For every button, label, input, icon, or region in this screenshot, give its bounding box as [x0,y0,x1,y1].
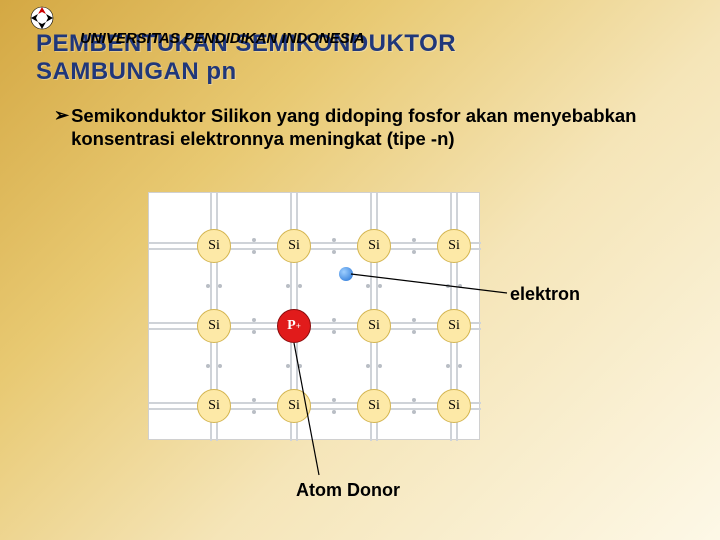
leader-lines [149,193,481,441]
lattice-diagram: SiSiSiSiSiP+SiSiSiSiSiSi [148,192,480,440]
university-logo [30,6,54,30]
bullet-text: Semikonduktor Silikon yang didoping fosf… [71,104,680,150]
title-line-2: SAMBUNGAN pn [36,58,237,85]
bullet-list: ➢ Semikonduktor Silikon yang didoping fo… [54,104,680,150]
donor-label: Atom Donor [296,480,400,501]
chevron-icon: ➢ [54,104,69,150]
bullet-item: ➢ Semikonduktor Silikon yang didoping fo… [54,104,680,150]
electron-label: elektron [510,284,580,305]
subtitle: UNIVERSITAS PENDIDIKAN INDONESIA [80,30,365,47]
title-block: UNIVERSITAS PENDIDIKAN INDONESIA PEMBENT… [36,30,456,85]
